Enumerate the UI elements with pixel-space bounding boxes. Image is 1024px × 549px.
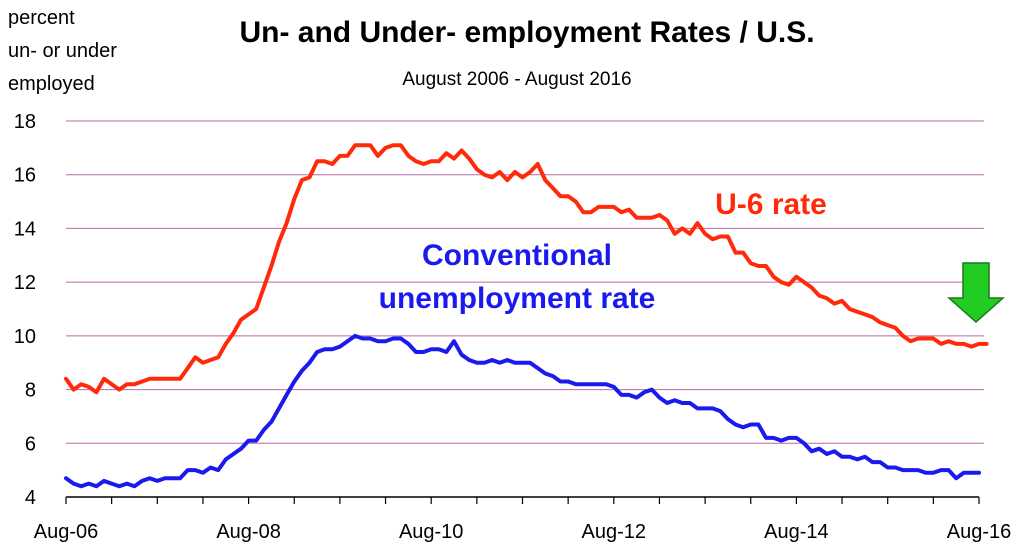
y-tick-label: 6 xyxy=(25,433,36,455)
conventional-label-line-1: Conventional xyxy=(422,239,612,272)
chart-subtitle: August 2006 - August 2016 xyxy=(402,69,631,90)
x-tick-label: Aug-14 xyxy=(764,521,829,543)
y-axis-label-line-1: percent xyxy=(8,7,75,29)
y-tick-label: 12 xyxy=(14,272,36,294)
series-lines xyxy=(64,143,989,489)
y-tick-label: 16 xyxy=(14,165,36,187)
y-tick-label: 4 xyxy=(25,487,36,509)
x-tick-label: Aug-16 xyxy=(947,521,1012,543)
series-line-u6 xyxy=(64,143,989,395)
y-tick-label: 10 xyxy=(14,326,36,348)
u6-rate-label: U-6 rate xyxy=(715,188,827,221)
y-tick-label: 18 xyxy=(14,111,36,133)
x-axis: Aug-06 Aug-08 Aug-10 Aug-12 Aug-14 Aug-16 xyxy=(34,496,1012,543)
down-arrow-icon xyxy=(947,262,1005,324)
x-tick-label: Aug-08 xyxy=(216,521,281,543)
y-axis-label: percent un- or under employed xyxy=(8,7,117,95)
y-axis-label-line-3: employed xyxy=(8,73,95,95)
y-tick-label: 8 xyxy=(25,380,36,402)
x-tick-label: Aug-06 xyxy=(34,521,99,543)
x-tick-label: Aug-12 xyxy=(582,521,647,543)
conventional-rate-label: Conventional unemployment rate xyxy=(379,239,656,315)
y-tick-label: 14 xyxy=(14,218,36,240)
y-axis-label-line-2: un- or under xyxy=(8,40,117,62)
chart-title: Un- and Under- employment Rates / U.S. xyxy=(239,16,814,49)
y-tick-labels: 4 6 8 10 12 14 16 18 xyxy=(14,111,36,509)
conventional-label-line-2: unemployment rate xyxy=(379,282,656,315)
x-tick-label: Aug-10 xyxy=(399,521,464,543)
series-line-conventional xyxy=(64,333,981,489)
